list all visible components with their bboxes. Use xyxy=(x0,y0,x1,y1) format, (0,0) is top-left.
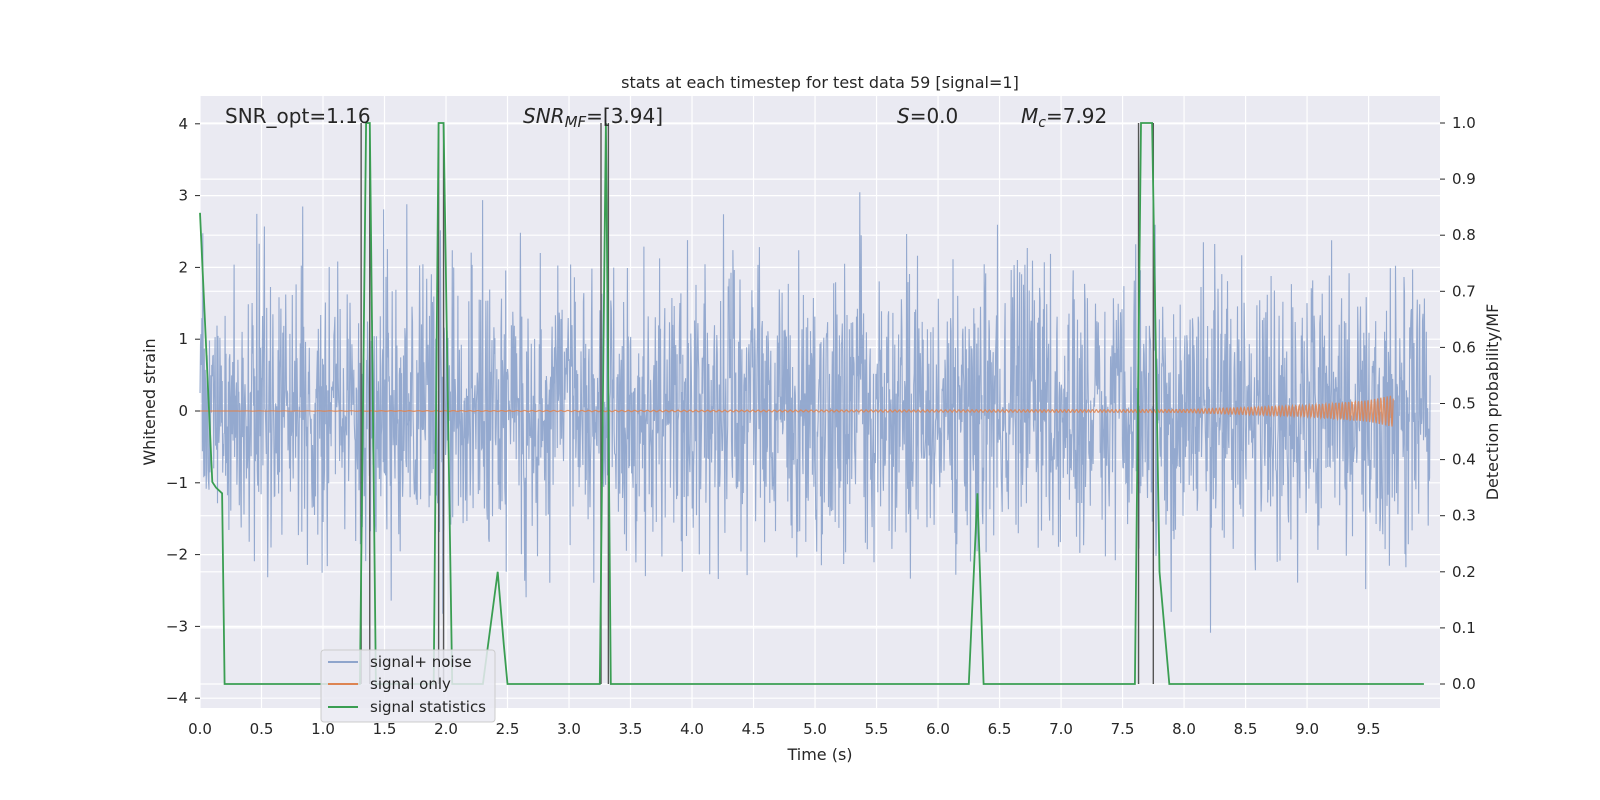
x-tick-label: 8.0 xyxy=(1172,720,1196,738)
snr-mf-sub: MF xyxy=(565,113,587,131)
snr-mf-value: =[3.94] xyxy=(586,104,663,128)
s-main: S xyxy=(897,104,910,128)
x-tick-label: 6.5 xyxy=(988,720,1012,738)
x-axis-label: Time (s) xyxy=(786,745,852,764)
s-value: =0.0 xyxy=(910,104,959,128)
stats-line xyxy=(199,122,1424,685)
x-tick-label: 2.0 xyxy=(434,720,458,738)
y-right-tick-label: 0.5 xyxy=(1452,395,1476,413)
y-right-tick-label: 0.7 xyxy=(1452,282,1476,300)
y-left-tick-label: −3 xyxy=(166,617,188,635)
y-right-tick-label: 0.6 xyxy=(1452,338,1476,356)
signal-only-series xyxy=(200,395,1394,427)
x-tick-label: 7.0 xyxy=(1049,720,1073,738)
x-tick-label: 1.0 xyxy=(311,720,335,738)
annotation-mc: Mc=7.92 xyxy=(1021,104,1107,131)
legend-label-stats: signal statistics xyxy=(370,698,486,716)
annotation-snr-opt: SNR_opt=1.16 xyxy=(225,104,371,128)
legend-label-noise: signal+ noise xyxy=(370,653,472,671)
mc-sub: c xyxy=(1038,115,1046,131)
y-left-tick-label: 3 xyxy=(178,187,188,205)
y-axis-left-label: Whitened strain xyxy=(140,338,159,465)
y-axis-left: 4 3 2 1 0 −1 −2 −3 −4 xyxy=(166,115,200,707)
x-tick-label: 6.0 xyxy=(926,720,950,738)
mc-value: =7.92 xyxy=(1046,104,1107,128)
y-right-tick-label: 0.4 xyxy=(1452,451,1476,469)
x-tick-label: 3.5 xyxy=(619,720,643,738)
y-left-tick-label: 4 xyxy=(178,115,188,133)
noise-series xyxy=(199,192,1431,633)
legend: signal+ noise signal only signal statist… xyxy=(320,649,496,723)
x-tick-label: 5.0 xyxy=(803,720,827,738)
y-right-tick-label: 0.3 xyxy=(1452,507,1476,525)
y-right-tick-label: 0.0 xyxy=(1452,675,1476,693)
legend-label-signal: signal only xyxy=(370,675,451,693)
y-left-tick-label: −2 xyxy=(166,546,188,564)
x-tick-label: 2.5 xyxy=(496,720,520,738)
x-tick-label: 9.5 xyxy=(1357,720,1381,738)
x-tick-label: 8.5 xyxy=(1234,720,1258,738)
x-tick-label: 1.5 xyxy=(373,720,397,738)
y-left-tick-label: 1 xyxy=(178,330,188,348)
y-left-tick-label: −1 xyxy=(166,474,188,492)
y-right-tick-label: 0.9 xyxy=(1452,170,1476,188)
y-left-tick-label: −4 xyxy=(166,689,188,707)
x-tick-label: 7.5 xyxy=(1111,720,1135,738)
noise-line xyxy=(199,192,1431,633)
x-axis: 0.0 0.5 1.0 1.5 2.0 2.5 3.0 3.5 4.0 4.5 5.0 5.5 6.0 6… xyxy=(188,720,1380,738)
legend-box xyxy=(320,649,496,723)
y-left-tick-label: 0 xyxy=(178,402,188,420)
signal-line xyxy=(200,395,1394,427)
y-right-tick-label: 1.0 xyxy=(1452,114,1476,132)
x-tick-label: 9.0 xyxy=(1295,720,1319,738)
annotation-s: S=0.0 xyxy=(897,104,958,128)
y-right-tick-label: 0.8 xyxy=(1452,226,1476,244)
y-right-tick-label: 0.1 xyxy=(1452,619,1476,637)
x-tick-label: 3.0 xyxy=(557,720,581,738)
y-axis-right: 1.0 0.9 0.8 0.7 0.6 0.5 0.4 0.3 0.2 0.1 0.0 xyxy=(1440,114,1476,693)
stats-series xyxy=(199,122,1424,685)
x-tick-label: 0.5 xyxy=(250,720,274,738)
x-tick-label: 4.5 xyxy=(742,720,766,738)
y-left-tick-label: 2 xyxy=(178,258,188,276)
x-tick-label: 4.0 xyxy=(680,720,704,738)
y-right-tick-label: 0.2 xyxy=(1452,563,1476,581)
annotation-snr-mf: SNRMF=[3.94] xyxy=(523,104,663,131)
snr-mf-main: SNR xyxy=(523,104,565,128)
x-tick-label: 0.0 xyxy=(188,720,212,738)
mc-main: M xyxy=(1021,104,1038,128)
y-axis-right-label: Detection probability/MF xyxy=(1483,304,1502,501)
chart-title: stats at each timestep for test data 59 … xyxy=(621,73,1019,92)
x-tick-label: 5.5 xyxy=(865,720,889,738)
